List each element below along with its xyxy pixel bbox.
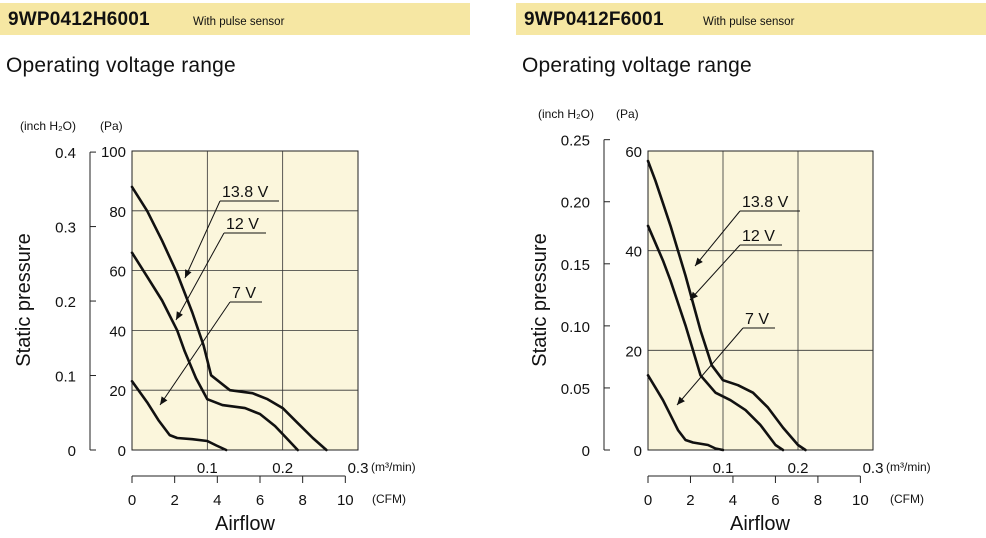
cfm-tick-label: 8 — [814, 492, 822, 509]
cfm-tick-label: 10 — [852, 492, 869, 509]
inch-tick-label: 0.05 — [561, 381, 590, 398]
m3-tick-label: 0.3 — [863, 460, 884, 477]
series-pointer-line — [175, 232, 225, 321]
series-label-2: 12 V — [742, 228, 775, 245]
cfm-tick-label: 4 — [729, 492, 737, 509]
model-header-bar: 9WP0412H6001 With pulse sensor — [0, 3, 470, 35]
m3-tick-label: 0.3 — [348, 460, 369, 477]
series-label-1: 13.8 V — [742, 194, 789, 211]
series-line-3 — [130, 379, 228, 452]
pa-tick-label: 40 — [109, 323, 126, 340]
series-label-3: 7 V — [745, 311, 769, 328]
series-line-1 — [130, 185, 328, 452]
cfm-tick-label: 0 — [128, 492, 136, 509]
pa-tick-label: 20 — [109, 383, 126, 400]
series-pointer-line — [694, 210, 741, 267]
series-pointer-arrowhead — [695, 257, 703, 266]
cfm-unit-label: (CFM) — [372, 492, 406, 506]
inch-tick-label: 0.3 — [55, 220, 76, 237]
m3-unit-label: (m³/min) — [886, 460, 931, 474]
pa-tick-label: 0 — [118, 443, 126, 460]
model-note: With pulse sensor — [193, 16, 285, 28]
pa-tick-label: 100 — [101, 144, 126, 161]
pa-tick-label: 40 — [625, 244, 642, 261]
cfm-tick-label: 2 — [686, 492, 694, 509]
cfm-tick-label: 6 — [771, 492, 779, 509]
x-axis-title: Airflow — [215, 513, 276, 535]
series-line-2 — [130, 251, 299, 452]
pa-tick-label: 80 — [109, 204, 126, 221]
series-line-2 — [646, 224, 785, 452]
cfm-tick-label: 10 — [337, 492, 354, 509]
inch-tick-label: 0.20 — [561, 195, 590, 212]
pa-unit-label: (Pa) — [616, 107, 639, 121]
m3-tick-label: 0.1 — [713, 460, 734, 477]
pa-tick-label: 60 — [625, 144, 642, 161]
model-code: 9WP0412F6001 — [524, 9, 664, 30]
cfm-tick-label: 6 — [256, 492, 264, 509]
inch-tick-label: 0 — [582, 443, 590, 460]
x-axis-title: Airflow — [730, 513, 791, 535]
series-pointer-arrowhead — [176, 311, 183, 320]
model-header-bar: 9WP0412F6001 With pulse sensor — [516, 3, 986, 35]
y-axis-title: Static pressure — [13, 233, 35, 366]
model-note: With pulse sensor — [703, 16, 795, 28]
chart-title: Operating voltage range — [6, 54, 236, 77]
pa-unit-label: (Pa) — [100, 119, 123, 133]
model-code: 9WP0412H6001 — [8, 9, 150, 30]
m3-tick-label: 0.2 — [788, 460, 809, 477]
series-label-2: 12 V — [226, 216, 259, 233]
cfm-tick-label: 0 — [644, 492, 652, 509]
series-pointer-arrowhead — [160, 396, 168, 405]
chart-panel-right: 9WP0412F6001 With pulse sensor Operating… — [516, 0, 986, 538]
series-label-3: 7 V — [232, 285, 256, 302]
chart-panel-left: 9WP0412H6001 With pulse sensor Operating… — [0, 0, 470, 538]
series-pointer-arrowhead — [690, 291, 698, 300]
inch-unit-label: (inch H₂O) — [538, 107, 594, 121]
inch-tick-label: 0.2 — [55, 294, 76, 311]
cfm-tick-label: 2 — [170, 492, 178, 509]
cfm-unit-label: (CFM) — [890, 492, 924, 506]
pa-tick-label: 60 — [109, 264, 126, 281]
inch-tick-label: 0.15 — [561, 257, 590, 274]
inch-tick-label: 0.25 — [561, 133, 590, 150]
series-pointer-line — [159, 301, 231, 406]
series-pointer-line — [676, 327, 744, 406]
series-pointer-line — [184, 200, 221, 279]
pa-tick-label: 20 — [625, 343, 642, 360]
inch-tick-label: 0.1 — [55, 369, 76, 386]
series-pointer-line — [689, 244, 741, 301]
m3-tick-label: 0.1 — [197, 460, 218, 477]
inch-tick-label: 0.10 — [561, 319, 590, 336]
y-axis-title: Static pressure — [529, 233, 551, 366]
series-pointer-arrowhead — [185, 269, 192, 278]
series-label-1: 13.8 V — [222, 184, 269, 201]
m3-tick-label: 0.2 — [272, 460, 293, 477]
pa-tick-label: 0 — [634, 443, 642, 460]
chart-title: Operating voltage range — [522, 54, 752, 77]
cfm-tick-label: 8 — [298, 492, 306, 509]
series-line-3 — [646, 374, 725, 452]
cfm-tick-label: 4 — [213, 492, 221, 509]
inch-tick-label: 0.4 — [55, 145, 76, 162]
series-line-1 — [646, 159, 807, 452]
inch-unit-label: (inch H₂O) — [20, 119, 76, 133]
series-pointer-arrowhead — [677, 396, 685, 405]
m3-unit-label: (m³/min) — [371, 460, 416, 474]
inch-tick-label: 0 — [68, 443, 76, 460]
